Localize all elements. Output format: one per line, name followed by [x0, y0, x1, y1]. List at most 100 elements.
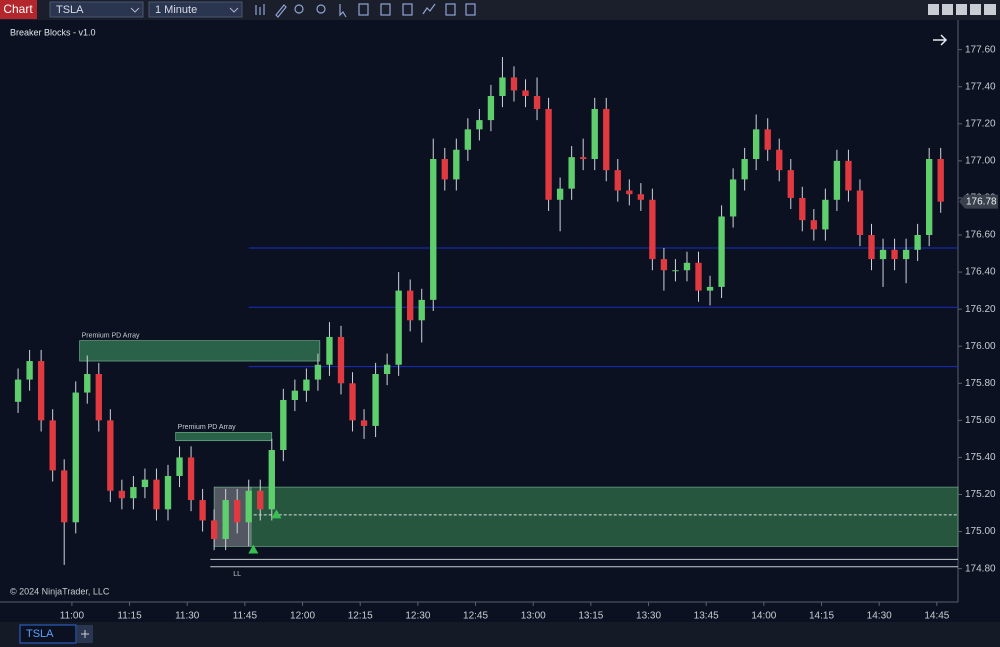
chart-button[interactable] [0, 0, 37, 19]
candle-body [118, 490, 126, 499]
candle-body [499, 77, 506, 96]
instrument-label[interactable]: TSLA [56, 4, 84, 16]
zone-label: Premium PD Array [178, 424, 236, 431]
candle-body [476, 120, 483, 130]
x-tick-label: 14:15 [809, 611, 834, 622]
candle-body [776, 149, 783, 171]
candle-body [360, 420, 368, 426]
candle-body [37, 361, 45, 421]
candle-body [487, 95, 495, 121]
data-box-icon[interactable] [465, 3, 476, 16]
chart-button-label[interactable]: Chart [3, 2, 33, 16]
candle-body [84, 374, 91, 393]
x-tick-label: 12:45 [463, 611, 488, 622]
interval-label[interactable]: 1 Minute [155, 4, 197, 16]
candle-body [107, 420, 114, 491]
y-tick-label: 175.00 [965, 526, 996, 537]
indicators-icon[interactable] [402, 3, 413, 16]
candle-body [603, 108, 610, 171]
minimize-button[interactable] [956, 4, 967, 15]
candle-body [683, 262, 691, 271]
y-tick-label: 177.40 [965, 81, 996, 92]
y-tick-label: 175.80 [965, 378, 996, 389]
candle-body [787, 170, 794, 198]
close-button[interactable] [984, 4, 996, 15]
instrument-select[interactable] [49, 1, 144, 18]
window-button[interactable] [942, 4, 953, 15]
x-tick-label: 11:15 [117, 611, 142, 622]
candle-body [349, 383, 356, 421]
maximize-button[interactable] [970, 4, 981, 15]
candle-body [706, 286, 714, 291]
zoom-in-icon[interactable] [294, 4, 304, 14]
bars-icon[interactable] [255, 4, 265, 15]
swing-label: LL [233, 571, 241, 578]
draw-icon[interactable] [275, 4, 287, 18]
candle-body [925, 159, 933, 236]
x-tick-label: 14:00 [751, 611, 776, 622]
tab[interactable] [19, 624, 77, 644]
candle-body [626, 190, 633, 195]
copyright: © 2024 NinjaTrader, LLC [10, 586, 110, 596]
interval-select[interactable] [148, 1, 243, 18]
candle-body [718, 216, 725, 287]
zone-label: Premium PD Array [82, 332, 140, 339]
signal-marker [248, 544, 259, 554]
candle-body [280, 399, 287, 451]
candle-body [833, 160, 841, 200]
add-tab-icon [81, 630, 89, 638]
pointer-icon[interactable] [339, 4, 347, 18]
plot-layer: Premium PD Array Premium PD Array LL [14, 57, 959, 578]
candle-body [222, 500, 229, 539]
line-icon[interactable] [422, 3, 436, 15]
candle-body [453, 149, 460, 180]
y-tick-label: 175.60 [965, 415, 996, 426]
window-controls [928, 4, 996, 15]
candle-body [14, 379, 22, 402]
candle-body [141, 479, 149, 488]
tab-label[interactable]: TSLA [26, 628, 54, 640]
y-tick-label: 177.60 [965, 44, 996, 55]
candle-body [268, 450, 275, 510]
candle-body [856, 190, 864, 236]
properties-icon[interactable] [358, 3, 369, 16]
candle-body [303, 379, 310, 391]
x-tick-label: 14:45 [924, 611, 949, 622]
candle-body [568, 157, 575, 189]
toolbar [0, 0, 1000, 20]
candle-body [430, 159, 437, 300]
candle-body [868, 235, 875, 260]
y-tick-label: 175.40 [965, 452, 996, 463]
template-icon[interactable] [445, 3, 456, 16]
candle-body [695, 262, 702, 291]
candle-body [464, 129, 472, 150]
x-tick-label: 12:30 [405, 611, 430, 622]
candle-body [418, 299, 425, 321]
dropdown-arrow [130, 7, 140, 13]
y-tick-label: 175.20 [965, 489, 996, 500]
candle-body [741, 159, 748, 180]
candle-body [49, 420, 56, 471]
x-tick-label: 13:00 [521, 611, 546, 622]
y-tick-label: 176.00 [965, 341, 996, 352]
candle-body [914, 235, 921, 250]
window-button[interactable] [928, 4, 939, 15]
x-tick-label: 12:00 [290, 611, 315, 622]
zone [213, 486, 252, 547]
scroll-arrow[interactable] [933, 34, 948, 46]
candle-body [799, 197, 806, 221]
x-tick-label: 13:15 [578, 611, 603, 622]
candle-body [845, 160, 852, 191]
y-tick-label: 177.00 [965, 156, 996, 167]
candle-body [672, 270, 679, 272]
signal-marker [271, 509, 282, 519]
candle-body [395, 290, 402, 365]
strategies-icon[interactable] [380, 3, 391, 16]
candle-body [753, 129, 760, 160]
candle-body [522, 90, 529, 96]
candle-body [187, 457, 195, 501]
candle-body [257, 490, 264, 510]
zoom-out-icon[interactable] [316, 4, 326, 14]
